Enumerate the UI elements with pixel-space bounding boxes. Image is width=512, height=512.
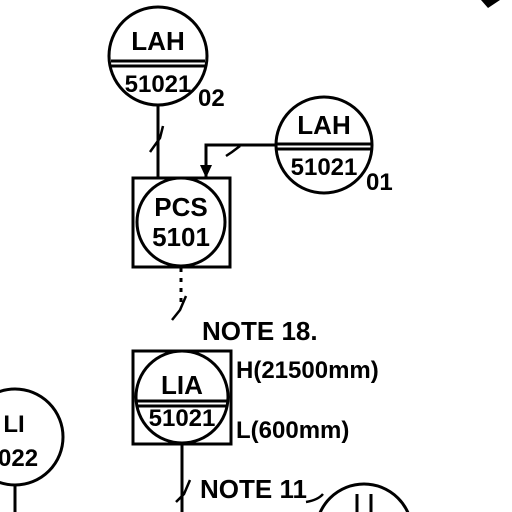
instrument-pcs[interactable]: PCS 5101 [131,176,232,269]
break-mark [171,295,188,321]
li-left-number: 022 [0,445,38,472]
lia-number: 51021 [149,405,216,432]
li-left-function: LI [3,411,24,438]
instrument-bubble-li-left[interactable]: LI 022 [0,387,65,487]
break-mark [148,125,165,153]
cropped-mark [481,0,500,8]
pcs-function: PCS [154,192,207,222]
lah-right-function: LAH [297,110,350,140]
lah-right-number: 51021 [291,154,358,181]
lah-top-suffix: 02 [198,85,225,112]
high-alarm-setpoint: H(21500mm) [236,357,379,384]
instrument-bubble-lah-top[interactable]: LAH 51021 [107,5,209,107]
break-mark [175,479,192,503]
signal-line-lah-right-to-pcs [204,143,277,178]
note-18: NOTE 18. [202,316,318,346]
leader-line [305,493,324,504]
arrow-icon [200,165,212,178]
lah-top-number: 51021 [125,71,192,98]
instrument-lia[interactable]: LIA 51021 [131,349,233,446]
break-mark [225,145,241,158]
instrument-bubble-lah-right[interactable]: LAH 51021 [274,95,374,195]
lah-top-function: LAH [131,26,184,56]
note-11: NOTE 11 [200,474,307,504]
low-alarm-setpoint: L(600mm) [236,417,349,444]
lia-function: LIA [161,370,203,400]
instrument-bubble-bottom-right[interactable] [316,482,412,512]
lah-right-suffix: 01 [366,169,393,196]
pcs-number: 5101 [152,222,210,252]
